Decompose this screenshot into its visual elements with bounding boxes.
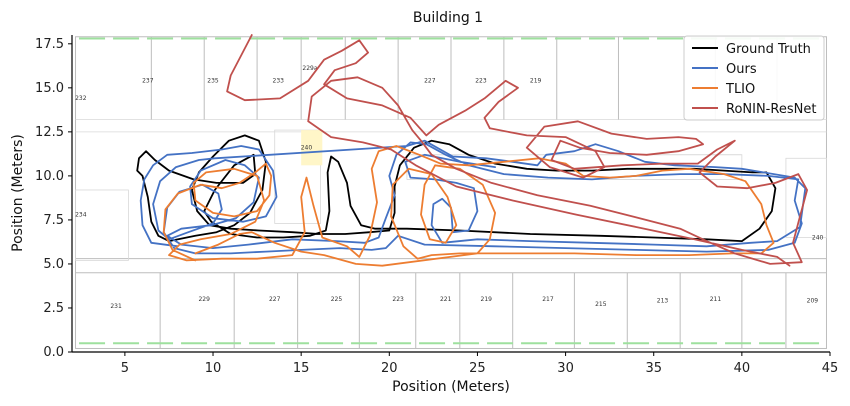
series-layer [136, 34, 808, 267]
y-tick-label: 0.0 [43, 345, 64, 360]
y-tick-label: 5.0 [43, 257, 64, 272]
legend: Ground Truth Ours TLIO RoNIN-ResNet [683, 35, 825, 121]
room-label: 240 [812, 234, 824, 241]
y-tick-label: 17.5 [35, 37, 64, 52]
legend-box [683, 35, 825, 121]
floor-plan-block [75, 189, 129, 261]
x-tick-label: 40 [734, 361, 751, 376]
x-tick-label: 45 [822, 361, 839, 376]
floor-plan-block [785, 157, 827, 238]
series-line-ground-truth [136, 134, 777, 242]
x-tick-label: 5 [121, 361, 129, 376]
y-tick-label: 7.5 [43, 213, 64, 228]
series-line-ronin-resnet [226, 34, 808, 267]
room-label: 223 [475, 78, 487, 85]
room-label: 209 [807, 298, 819, 305]
room-label: 213 [657, 298, 669, 305]
room-label: 229 [198, 296, 210, 303]
room-label: 234 [75, 211, 87, 218]
room-label: 227 [269, 296, 281, 303]
room-label: 221 [440, 296, 452, 303]
room-label: 237 [142, 78, 154, 85]
x-axis-title: Position (Meters) [392, 379, 510, 395]
legend-label: TLIO [725, 82, 755, 97]
legend-label: Ground Truth [726, 42, 811, 57]
room-label: 227 [424, 78, 436, 85]
room-label: 219 [481, 296, 493, 303]
y-tick-label: 2.5 [43, 301, 64, 316]
x-tick-label: 15 [293, 361, 310, 376]
x-tick-label: 30 [557, 361, 574, 376]
x-tick-label: 25 [469, 361, 486, 376]
room-label: 211 [710, 296, 722, 303]
room-label: 223 [392, 296, 404, 303]
room-label: 217 [542, 296, 554, 303]
x-ticks: 5 10 15 20 25 30 35 40 45 [121, 352, 839, 376]
room-label: 235 [207, 78, 219, 85]
room-label: 229a [302, 65, 317, 72]
y-tick-label: 15.0 [35, 81, 64, 96]
x-tick-label: 10 [205, 361, 222, 376]
y-ticks: 0.0 2.5 5.0 7.5 10.0 12.5 15.0 17.5 [35, 37, 72, 360]
y-tick-label: 12.5 [35, 125, 64, 140]
y-axis-title: Position (Meters) [10, 134, 26, 252]
room-label: 225 [331, 296, 343, 303]
highlighted-room [301, 130, 323, 166]
chart-title: Building 1 [413, 10, 483, 26]
room-label: 232 [75, 95, 87, 102]
room-label: 240 [301, 144, 313, 151]
room-label: 233 [273, 78, 285, 85]
room-label: 215 [595, 301, 607, 308]
legend-label: Ours [726, 62, 757, 77]
room-labels: 232 237 235 233 229a 227 223 219 240 234 231 229 227… [75, 65, 823, 310]
legend-label: RoNIN-ResNet [726, 102, 816, 117]
room-label: 219 [530, 78, 542, 85]
x-tick-label: 35 [645, 361, 662, 376]
room-label: 231 [110, 303, 122, 310]
y-tick-label: 10.0 [35, 169, 64, 184]
x-tick-label: 20 [381, 361, 398, 376]
